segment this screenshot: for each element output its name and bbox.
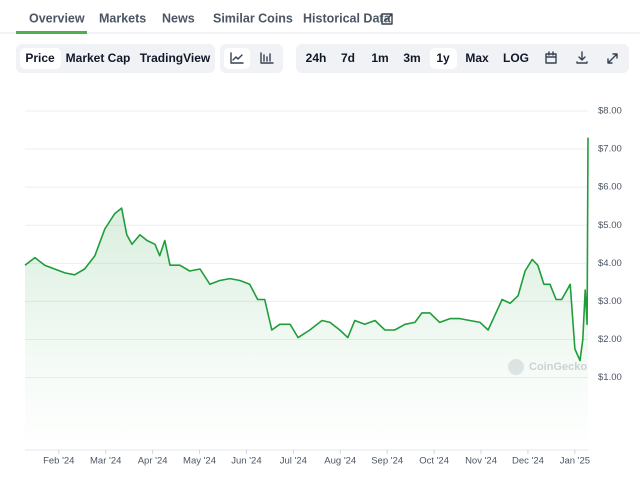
x-tick-label: Nov '24 [465,456,497,467]
y-tick-label: $5.00 [598,220,622,231]
x-tick-label: Jul '24 [280,456,307,467]
selected-mode [20,48,61,69]
range-button[interactable]: 7d [341,51,355,65]
x-tick-label: May '24 [183,456,216,467]
range-group [296,44,629,73]
range-button[interactable]: 24h [306,51,327,65]
x-tick-label: Mar '24 [90,456,121,467]
tab[interactable]: News [162,11,195,25]
x-tick-label: Jun '24 [231,456,261,467]
x-tick-label: Feb '24 [43,456,74,467]
tab[interactable]: Markets [99,11,146,25]
tab[interactable]: Historical Data [303,11,392,25]
calendar-icon[interactable] [545,51,557,64]
y-tick-label: $1.00 [598,372,622,383]
range-button[interactable]: 1y [436,51,450,65]
x-tick-label: Aug '24 [324,456,356,467]
mode-button[interactable]: Price [25,51,55,65]
line-chart-icon[interactable] [230,52,244,64]
selected-range [430,48,457,69]
y-tick-label: $4.00 [598,258,622,269]
mode-button[interactable]: Market Cap [66,51,131,65]
price-line [24,137,589,362]
x-tick-label: Oct '24 [419,456,449,467]
range-button[interactable]: 1m [371,51,388,65]
y-tick-label: $8.00 [598,105,622,116]
tab[interactable]: Similar Coins [213,11,293,25]
range-button[interactable]: Max [465,51,489,65]
range-button[interactable]: 3m [403,51,420,65]
area [25,137,588,450]
x-tick-label: Sep '24 [371,456,403,467]
external-link-icon [381,13,393,25]
download-icon[interactable] [576,51,588,64]
y-tick-label: $3.00 [598,296,622,307]
x-tick-label: Apr '24 [138,456,168,467]
tab[interactable]: Overview [29,11,85,25]
mode-button[interactable]: TradingView [140,51,211,65]
mode-group [16,44,215,73]
x-tick-label: Dec '24 [512,456,544,467]
range-button[interactable]: LOG [503,51,529,65]
x-tick-label: Jan '25 [560,456,590,467]
y-tick-label: $7.00 [598,144,622,155]
candle-chart-icon[interactable] [260,52,274,64]
y-tick-label: $6.00 [598,182,622,193]
y-tick-label: $2.00 [598,334,622,345]
active-tab-underline [16,31,87,34]
expand-icon[interactable] [607,53,618,64]
